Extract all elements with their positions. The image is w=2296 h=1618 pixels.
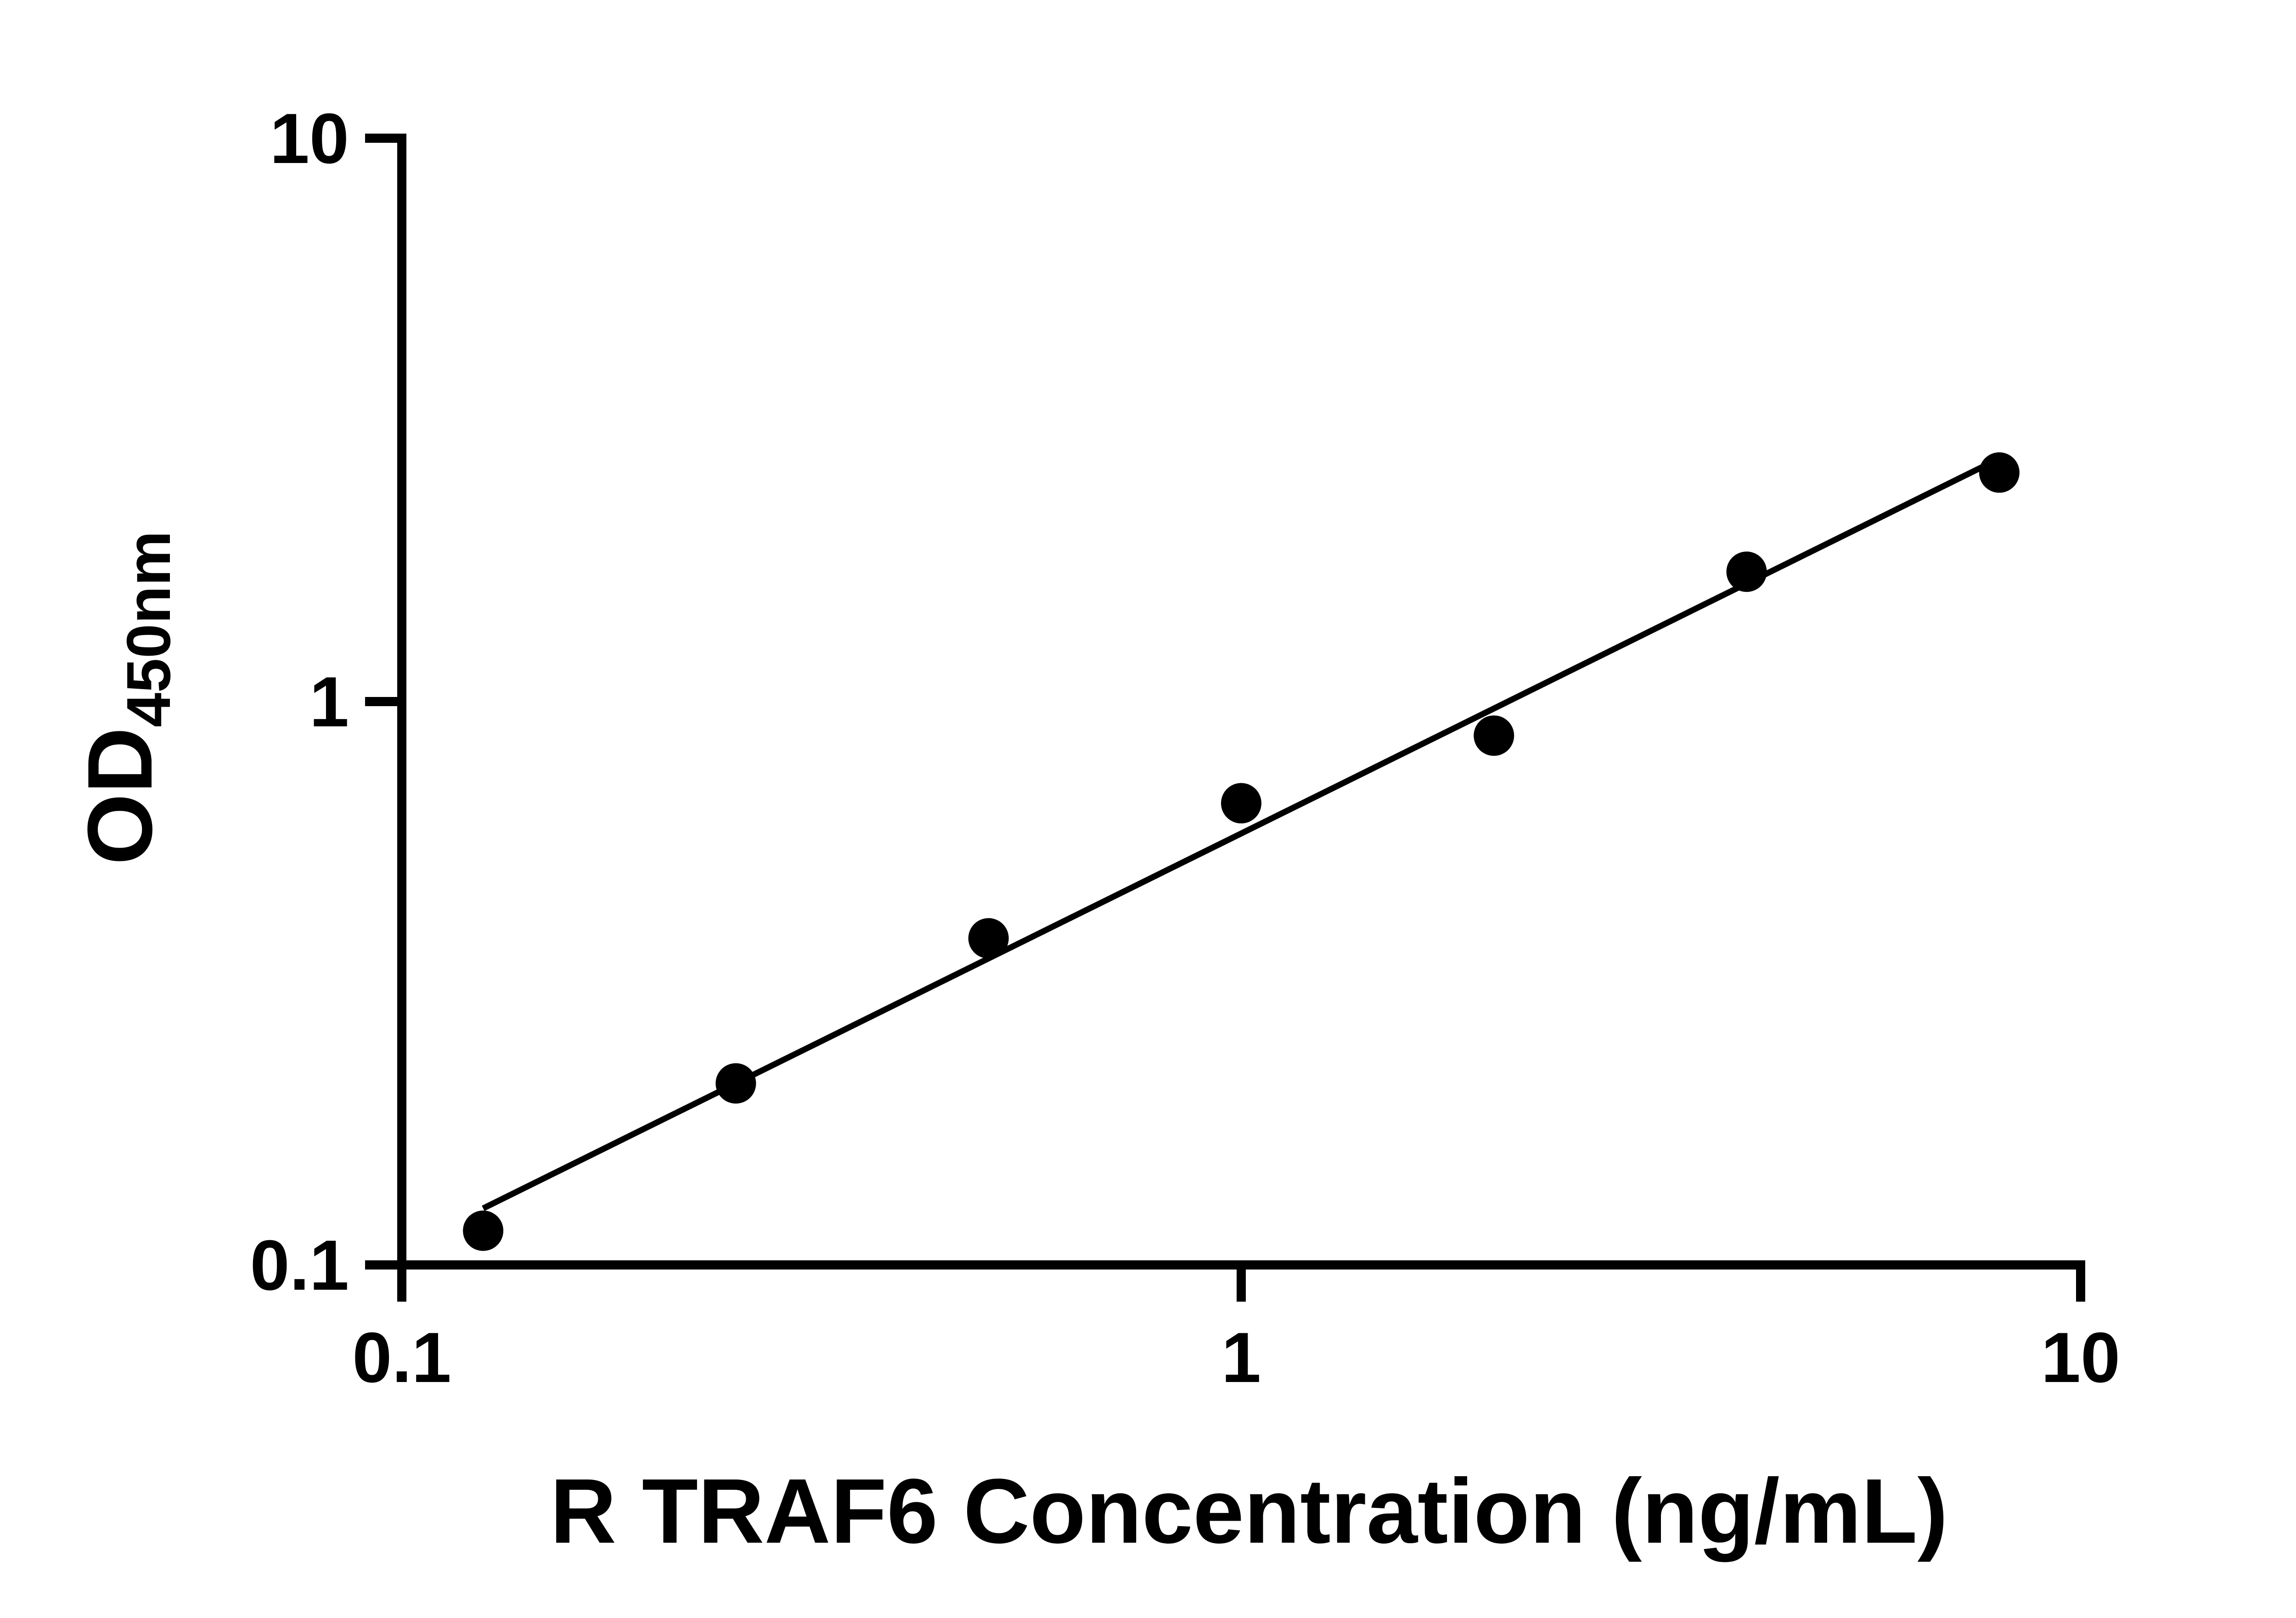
y-axis-label-subscript: 450nm [114, 531, 183, 727]
plot-area: 0.1 1 10 0.1 1 10 [250, 99, 2121, 1397]
y-axis-label-main: OD [69, 727, 171, 865]
data-point [1474, 715, 1514, 756]
data-point [715, 1063, 756, 1104]
data-point [1726, 551, 1767, 592]
x-tick-label: 0.1 [352, 1318, 451, 1397]
x-axis-label: R TRAF6 Concentration (ng/mL) [550, 1460, 1948, 1562]
data-point [968, 918, 1009, 959]
y-axis-label: OD450nm [69, 531, 183, 865]
data-point [1221, 783, 1261, 824]
trend-line [482, 455, 2001, 1211]
y-tick-label: 0.1 [250, 1225, 349, 1305]
x-tick-label: 10 [2041, 1318, 2120, 1397]
y-tick-label: 10 [270, 99, 349, 178]
y-tick-label: 1 [310, 662, 349, 742]
data-point [463, 1210, 504, 1251]
x-tick-label: 1 [1221, 1318, 1261, 1397]
data-point [1979, 452, 2020, 493]
